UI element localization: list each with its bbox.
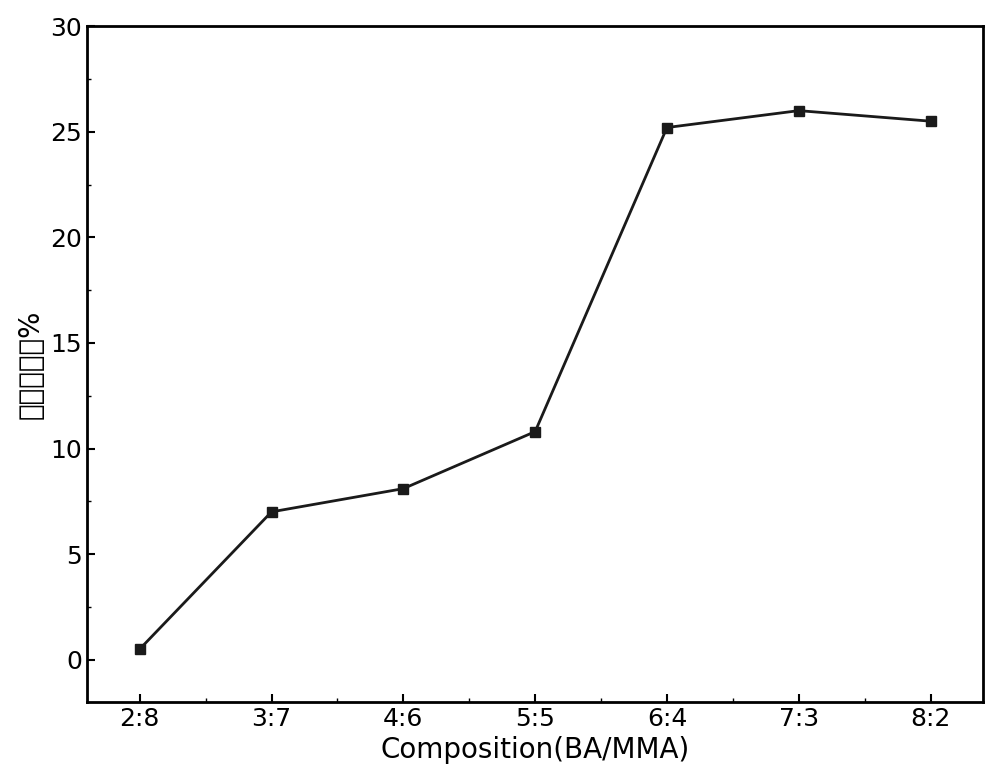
- X-axis label: Composition(BA/MMA): Composition(BA/MMA): [381, 736, 690, 765]
- Y-axis label: 最大伸长率%: 最大伸长率%: [17, 309, 45, 419]
